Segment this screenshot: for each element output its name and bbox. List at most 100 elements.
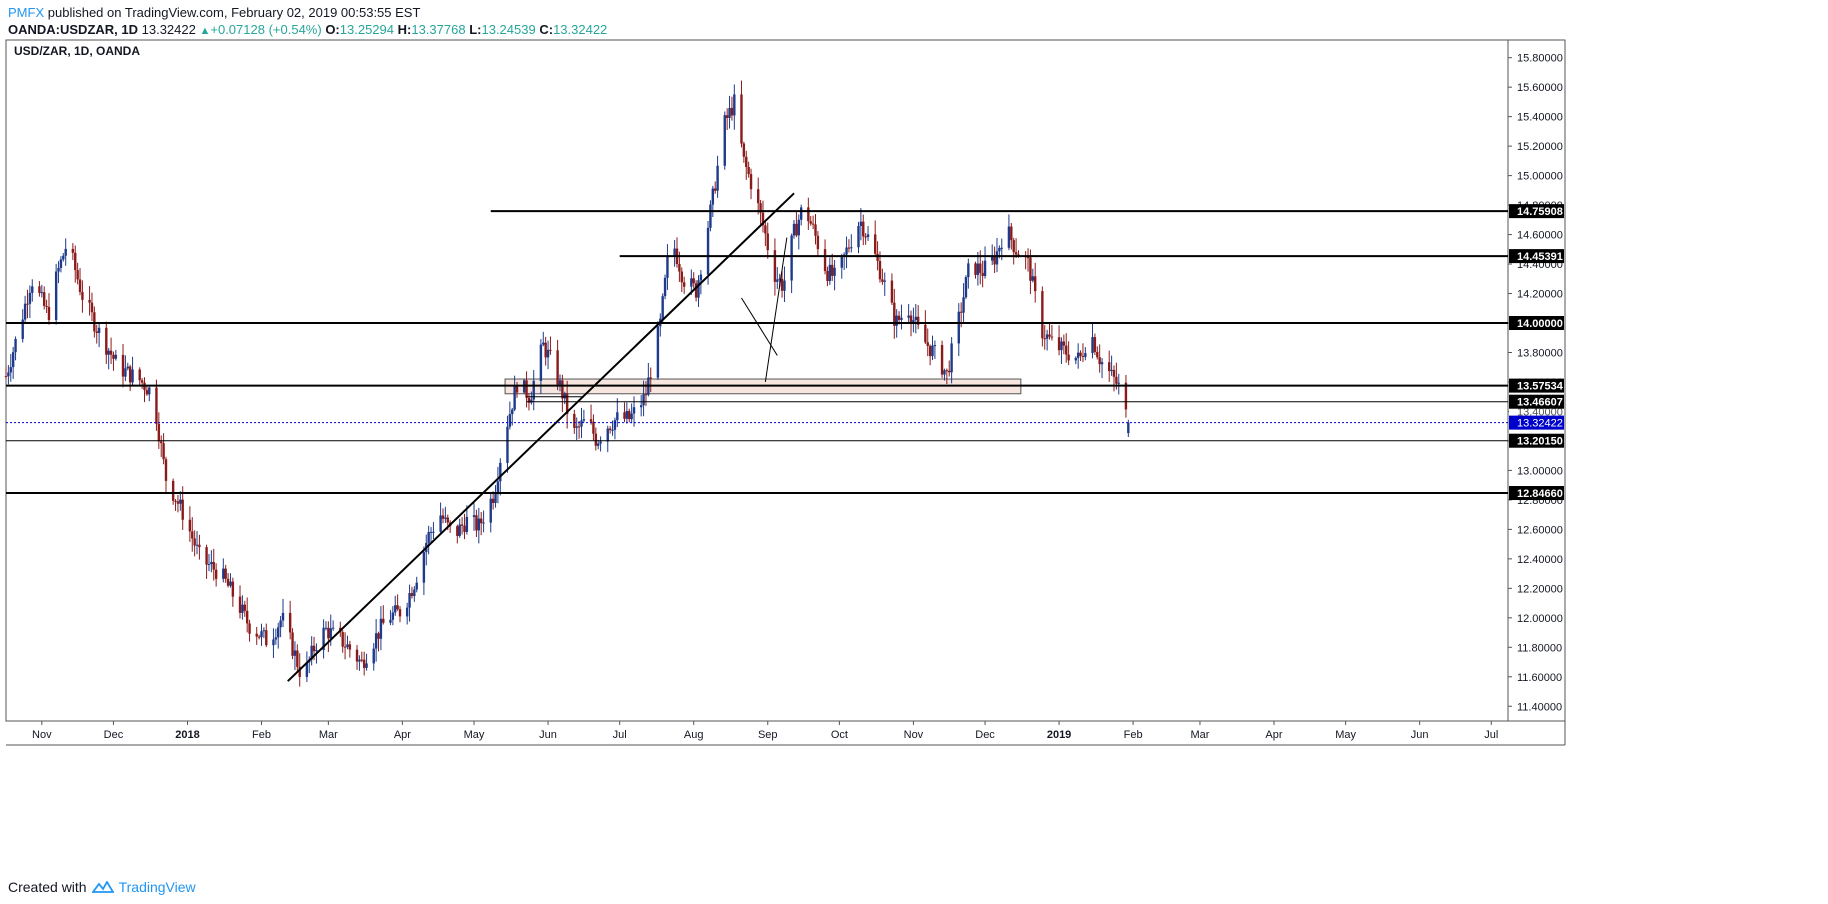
candle-body [322,627,325,651]
ohlc-line: OANDA:USDZAR, 1D 13.32422 ▲+0.07128 (+0.… [8,22,607,37]
close-label: C: [539,22,554,37]
candle-body [327,627,330,639]
candle-body [162,443,165,460]
candle-body [422,552,426,583]
candle-body [878,260,882,280]
y-tick-label: 15.40000 [1517,112,1563,124]
candle-body [95,331,98,333]
candle-body [1026,257,1030,259]
candle-body [716,165,719,191]
candle-body [962,297,965,313]
candle-body [1108,362,1111,372]
candle-body [47,306,51,321]
candle-body [845,247,848,255]
candle-body [329,628,332,639]
y-tick-label: 12.40000 [1517,554,1563,566]
candle-body [931,345,934,357]
candle-body [74,252,77,271]
candle-body [1060,341,1063,351]
open-label: O: [325,22,340,37]
candle-body [224,568,227,579]
candle-body [341,632,344,647]
candle-body [112,354,115,359]
candle-body [315,650,318,652]
candle-body [957,311,960,344]
candle-body [874,234,877,254]
candle-body [632,407,636,414]
candle-body [410,593,414,597]
candle-body [191,531,194,539]
candle-body [661,296,664,319]
candle-body [613,420,617,430]
tradingview-link[interactable]: TradingView [118,879,196,895]
symbol-label: OANDA:USDZAR, 1D [8,22,138,37]
candle-body [389,619,392,623]
candle-body [1124,382,1128,410]
candle-body [128,366,132,383]
candle-body [298,666,301,677]
candle-body [847,247,851,249]
level-price-tag [1509,204,1564,219]
candle-body [109,350,113,355]
candle-body [164,459,168,481]
candle-body [458,524,461,536]
candle-body [1093,337,1097,352]
candle-body [950,343,953,373]
y-tick-label: 15.00000 [1517,171,1563,183]
candle-body [890,280,894,303]
candle-body [682,282,686,287]
tradingview-logo-icon [91,881,114,893]
candle-body [859,221,863,227]
candle-body [733,94,736,116]
candle-body [456,526,459,536]
candle-body [680,271,683,283]
candle-body [1074,357,1077,361]
candle-body [472,515,476,517]
candle-body [783,280,786,291]
current-price-label: 13.32422 [1517,418,1563,430]
candle-body [477,518,481,531]
candle-body [1117,382,1120,384]
y-tick-label: 13.00000 [1517,465,1563,477]
candle-body [639,405,643,408]
candle-body [272,639,275,646]
candle-body [580,420,583,427]
candle-body [943,370,946,375]
candle-body [981,272,984,276]
candle-body [606,428,609,442]
candle-body [475,515,478,531]
candle-body [926,342,929,346]
candle-body [1007,226,1011,248]
candle-body [709,204,712,228]
candle-body [365,663,368,668]
candle-body [391,612,395,620]
candle-body [427,532,430,543]
candle-body [811,223,815,225]
candle-body [582,419,586,421]
candle-body [155,387,158,424]
candle-body [212,562,215,570]
candle-body [544,342,547,358]
level-price-label: 13.20150 [1517,436,1563,448]
candle-body [372,648,375,664]
candle-body [43,292,46,306]
candle-body [577,426,581,428]
candle-body [1076,352,1080,358]
x-tick-label: 2018 [175,729,199,741]
candle-body [900,317,903,320]
candle-body [995,251,999,265]
candle-body [81,292,84,300]
candle-body [699,274,703,281]
level-price-tag [1509,378,1564,393]
y-tick-label: 13.80000 [1517,347,1563,359]
candle-body [776,279,779,282]
x-tick-label: 2019 [1047,729,1071,741]
candle-body [959,311,963,313]
author-link[interactable]: PMFX [8,5,45,20]
candle-body [4,376,8,378]
candle-body [377,633,380,639]
candle-body [711,188,715,205]
y-tick-label: 12.60000 [1517,524,1563,536]
candle-body [1043,338,1046,340]
